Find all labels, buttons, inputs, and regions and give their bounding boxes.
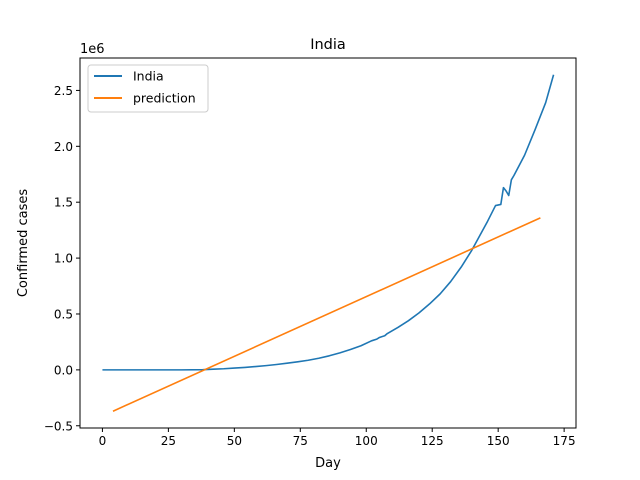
x-tick-label: 125 xyxy=(421,434,444,448)
x-tick-label: 150 xyxy=(487,434,510,448)
y-tick-label: −0.5 xyxy=(44,419,73,433)
x-tick-label: 75 xyxy=(293,434,308,448)
series-line-prediction xyxy=(112,217,541,412)
x-tick-label: 175 xyxy=(553,434,576,448)
plot-area-frame xyxy=(79,57,577,429)
x-axis-label: Day xyxy=(315,456,341,471)
y-tick-label: 1.0 xyxy=(54,252,73,266)
y-axis-label: Confirmed cases xyxy=(16,189,31,298)
y-axis-offset-label: 1e6 xyxy=(80,42,105,57)
y-tick-label: 2.0 xyxy=(54,140,73,154)
y-tick-label: 2.5 xyxy=(54,84,73,98)
legend-label-india: India xyxy=(133,69,164,84)
series-line-india xyxy=(102,74,555,371)
chart-title: India xyxy=(310,37,346,53)
y-tick-label: 0.0 xyxy=(54,363,73,377)
legend: India prediction xyxy=(87,64,209,113)
x-tick-label: 25 xyxy=(161,434,176,448)
y-tick-label: 1.5 xyxy=(54,196,73,210)
x-tick-label: 100 xyxy=(355,434,378,448)
x-tick-label: 50 xyxy=(227,434,242,448)
legend-label-prediction: prediction xyxy=(133,91,196,106)
y-tick-label: 0.5 xyxy=(54,307,73,321)
series-layer xyxy=(102,74,555,412)
tick-layer: 0 25 50 75 100 125 150 175 −0.5 0.0 0.5 1.0 1.5 2.0 2.… xyxy=(44,84,576,448)
x-tick-label: 0 xyxy=(99,434,107,448)
